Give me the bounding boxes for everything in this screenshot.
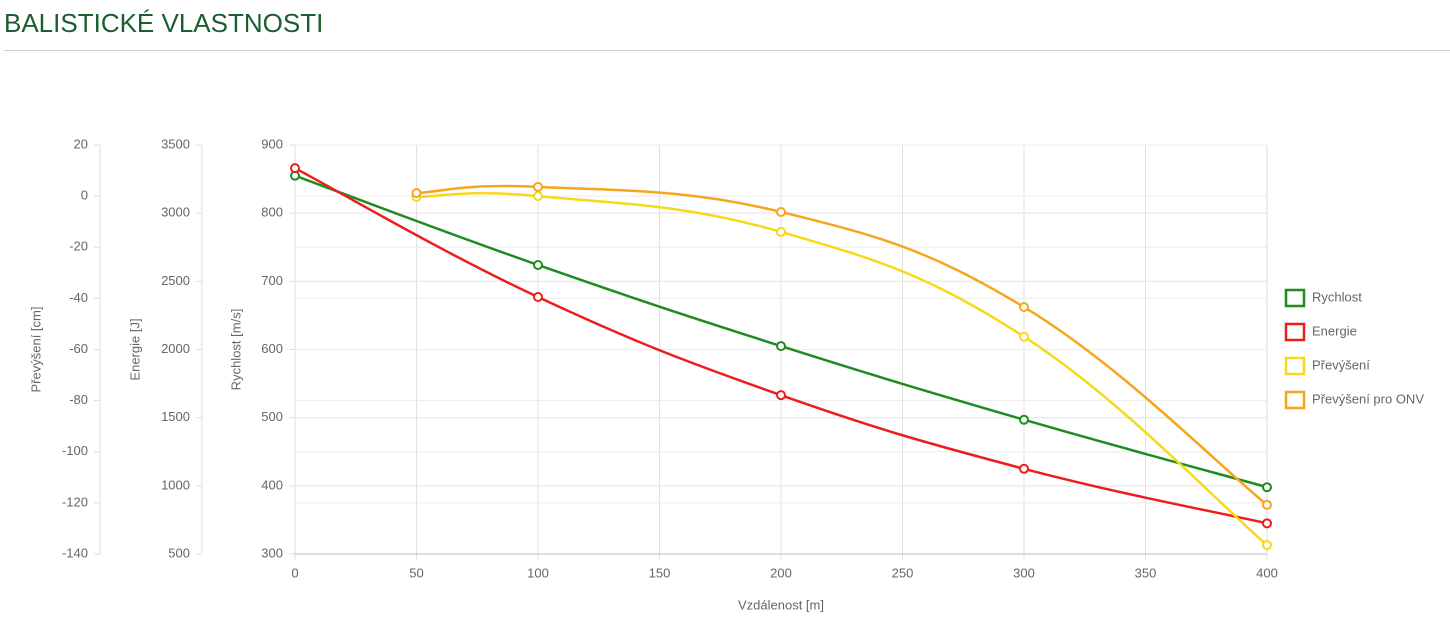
series-line xyxy=(416,191,1268,547)
data-point xyxy=(776,226,786,237)
x-tick-label: 250 xyxy=(892,565,914,580)
x-tick-label: 100 xyxy=(527,565,549,580)
legend-label: Převýšení pro ONV xyxy=(1312,391,1424,406)
x-tick-label: 200 xyxy=(770,565,792,580)
y-tick-label: -140 xyxy=(62,545,88,560)
x-tick-label: 50 xyxy=(409,565,423,580)
y-tick-label: -20 xyxy=(69,239,88,254)
y-tick-label: -80 xyxy=(69,392,88,407)
y-tick-label: 500 xyxy=(168,545,190,560)
y-tick-label: 1500 xyxy=(161,409,190,424)
y-tick-label: 400 xyxy=(261,477,283,492)
legend-swatch xyxy=(1284,288,1306,308)
data-point xyxy=(533,259,543,270)
data-point xyxy=(533,181,543,192)
y-tick-label: -60 xyxy=(69,341,88,356)
chart: 0 50 100 150 200 250 300 350 4003004005006007008… xyxy=(28,136,1424,612)
data-point xyxy=(1019,463,1029,474)
data-point xyxy=(776,341,786,352)
y-tick-label: 3500 xyxy=(161,136,190,151)
y-tick-label: 2000 xyxy=(161,341,190,356)
x-tick-label: 400 xyxy=(1256,565,1278,580)
y-tick-label: 800 xyxy=(261,205,283,220)
data-point xyxy=(1262,499,1272,510)
data-point xyxy=(1019,302,1029,313)
y-tick-label: 600 xyxy=(261,341,283,356)
data-point xyxy=(533,292,543,303)
data-point xyxy=(1019,331,1029,342)
axis-title: Energie [J] xyxy=(127,318,142,380)
y-tick-label: 300 xyxy=(261,545,283,560)
legend-swatch xyxy=(1284,322,1306,342)
data-point xyxy=(411,188,422,199)
axis-title: Rychlost [m/s] xyxy=(228,309,243,391)
data-point xyxy=(1019,414,1029,425)
y-tick-label: 20 xyxy=(74,136,88,151)
y-tick-label: -100 xyxy=(62,443,88,458)
data-point xyxy=(776,206,786,217)
y-tick-label: -40 xyxy=(69,290,88,305)
data-point xyxy=(1262,518,1272,529)
data-point xyxy=(1262,540,1272,551)
data-point xyxy=(290,163,300,174)
y-tick-label: 0 xyxy=(81,188,88,203)
legend-label: Převýšení xyxy=(1312,357,1370,372)
axis-title: Převýšení [cm] xyxy=(28,307,43,393)
data-point xyxy=(776,390,786,401)
legend-swatch xyxy=(1284,356,1306,376)
legend-swatch xyxy=(1284,390,1306,410)
x-tick-label: 150 xyxy=(649,565,671,580)
y-tick-label: 900 xyxy=(261,136,283,151)
y-tick-label: 700 xyxy=(261,273,283,288)
x-tick-label: 300 xyxy=(1013,565,1035,580)
data-point xyxy=(533,191,543,202)
y-tick-label: 1000 xyxy=(161,477,190,492)
legend-label: Rychlost xyxy=(1312,289,1362,304)
y-tick-label: -120 xyxy=(62,494,88,509)
series-line xyxy=(416,184,1268,506)
y-tick-label: 500 xyxy=(261,409,283,424)
x-tick-label: 0 xyxy=(291,565,298,580)
y-tick-label: 2500 xyxy=(161,273,190,288)
y-tick-label: 3000 xyxy=(161,205,190,220)
page-title: BALISTICKÉ VLASTNOSTI xyxy=(4,8,323,38)
axis-title: Vzdálenost [m] xyxy=(738,597,824,612)
x-tick-label: 350 xyxy=(1135,565,1157,580)
data-point xyxy=(1262,482,1272,493)
legend-label: Energie xyxy=(1312,323,1357,338)
